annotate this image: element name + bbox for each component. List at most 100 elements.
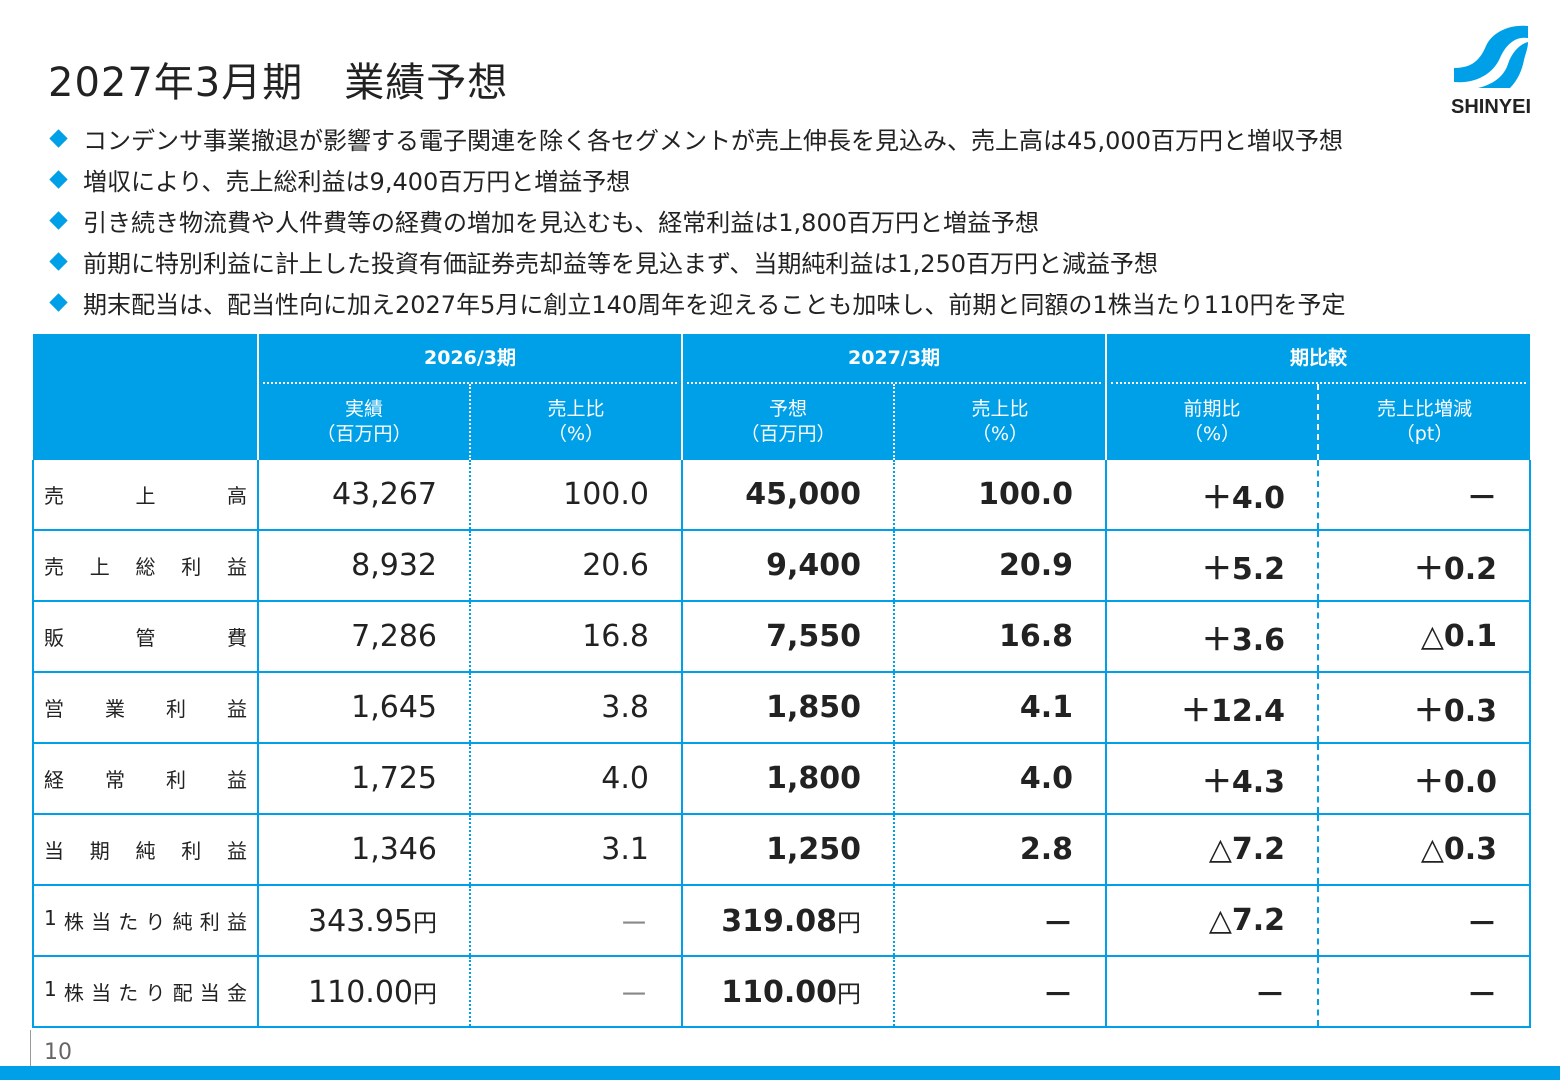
bullet-item: 前期に特別利益に計上した投資有価証券売却益等を見込まず、当期純利益は1,250百… [48,241,1548,282]
footer-divider [30,1030,31,1066]
cell-text: 2.8 [1019,832,1074,867]
row-label-char: た [118,910,139,934]
subheader-ratio-change: 売上比増減 （pt） [1318,384,1531,460]
cell-value: 100.0 [894,460,1108,531]
cell-text: 110.00 [721,974,838,1010]
cell-value: ＋0.2 [1318,530,1532,602]
header-group-2026: 2026/3期 [258,334,684,384]
cell-text: 43,267 [332,477,437,512]
cell-value: 4.0 [470,743,684,815]
cell-text: 7,550 [766,619,862,654]
cell-value: 1,346 [258,814,471,886]
bullet-item: 引き続き物流費や人件費等の経費の増加を見込むも、経常利益は1,800百万円と増益… [48,200,1548,241]
table-row: 経 常 利 益 1,725 4.0 1,800 4.0 ＋4.3 ＋0.0 [32,743,1532,815]
bullet-text: 前期に特別利益に計上した投資有価証券売却益等を見込まず、当期純利益は1,250百… [83,250,1159,278]
row-label-char: 利 [199,910,220,934]
cell-text: 1,850 [766,690,862,725]
cell-text: － [1255,977,1286,1013]
group-label: 期比較 [1111,334,1527,384]
row-label-char: 金 [226,981,247,1005]
bullet-list: コンデンサ事業撤退が影響する電子関連を除く各セグメントが売上伸長を見込み、売上高… [48,118,1548,323]
table-row: 販 管 費 7,286 16.8 7,550 16.8 ＋3.6 △0.1 [32,601,1532,673]
cell-text: 45,000 [745,477,862,512]
cell-text: 100.0 [978,477,1074,512]
cell-value: 110.00円 [258,956,471,1028]
cell-value: 16.8 [470,601,684,673]
cell-text: 4.0 [601,761,650,796]
cell-text: ＋4.3 [1201,764,1286,800]
cell-value: 20.9 [894,530,1108,602]
cell-text: 3.8 [601,690,650,725]
cell-value: 45,000 [682,460,896,531]
subheader-line1: 予想 [769,398,808,420]
diamond-icon [49,211,68,230]
subheader-ratio-2026: 売上比 （%） [470,384,684,460]
cell-text: 1,645 [351,690,437,725]
cell-value: ＋4.3 [1106,743,1320,815]
row-label-char: 利 [181,555,202,579]
row-label-chars: 営業利益 [44,693,247,722]
row-label-char: 高 [227,484,247,508]
subheader-line1: 前期比 [1183,398,1241,420]
cell-value: 1,800 [682,743,896,815]
cell-text: 1,250 [766,832,862,867]
row-label-char: 純 [135,839,156,863]
unit-yen: 円 [837,908,862,937]
bottom-accent-bar [0,1066,1560,1080]
subheader-line1: 売上比 [971,398,1029,420]
cell-text: 343.95 [308,903,413,939]
row-label-char: 益 [227,555,247,579]
unit-yen: 円 [413,979,437,1008]
cell-value: 110.00円 [682,956,896,1028]
cell-value: 1,725 [258,743,471,815]
forecast-table: 2026/3期 2027/3期 期比較 実績 （百万円） 売上比 （%） 予想 （百万… [32,334,1532,1028]
cell-value: ＋12.4 [1106,672,1320,744]
cell-value: 1,645 [258,672,471,744]
row-label-char: 業 [105,697,125,721]
row-label-char: 益 [226,910,247,934]
cell-value: － [894,885,1108,957]
cell-text: 1,800 [766,761,862,796]
row-label-char: 常 [105,768,125,792]
cell-value: ＋0.3 [1318,672,1532,744]
cell-value: 7,286 [258,601,471,673]
cell-text: － [619,906,650,942]
cell-text: ＋0.3 [1413,693,1498,729]
row-label-char: 益 [227,768,247,792]
page-number: 10 [44,1040,72,1065]
row-label-char: り [145,910,166,934]
cell-value: － [1106,956,1320,1028]
cell-text: 4.0 [1019,761,1074,796]
cell-text: 1,725 [351,761,437,796]
row-label-char: 売 [44,484,64,508]
cell-value: 1,250 [682,814,896,886]
row-label-char: 益 [227,839,247,863]
row-label-char: 期 [89,839,110,863]
cell-text: △0.3 [1420,832,1498,867]
cell-text: ＋3.6 [1201,622,1286,658]
subheader-line1: 売上比 [547,398,605,420]
table-header-row-groups: 2026/3期 2027/3期 期比較 [33,334,1531,460]
subheader-ratio-2027: 売上比 （%） [894,384,1108,460]
diamond-icon [49,293,68,312]
cell-value: － [470,885,684,957]
cell-text: ＋5.2 [1201,551,1286,587]
row-label-char: 株 [63,981,84,1005]
cell-text: 3.1 [601,832,650,867]
bullet-item: 期末配当は、配当性向に加え2027年5月に創立140周年を迎えることも加味し、前… [48,282,1548,323]
row-label: 売上高 [32,460,259,531]
cell-value: 2.8 [894,814,1108,886]
cell-text: － [1043,977,1074,1013]
cell-value: 100.0 [470,460,684,531]
row-label-char: 営 [44,697,64,721]
subheader-yoy: 前期比 （%） [1106,384,1320,460]
cell-value: 16.8 [894,601,1108,673]
table-row: 売 上 総 利 益 8,932 20.6 9,400 20.9 ＋5.2 ＋0.2 [32,530,1532,602]
cell-text: 20.9 [999,548,1074,583]
group-label: 2026/3期 [263,334,678,384]
subheader-line2: （%） [547,423,605,445]
cell-value: ＋3.6 [1106,601,1320,673]
cell-value: △0.1 [1318,601,1532,673]
